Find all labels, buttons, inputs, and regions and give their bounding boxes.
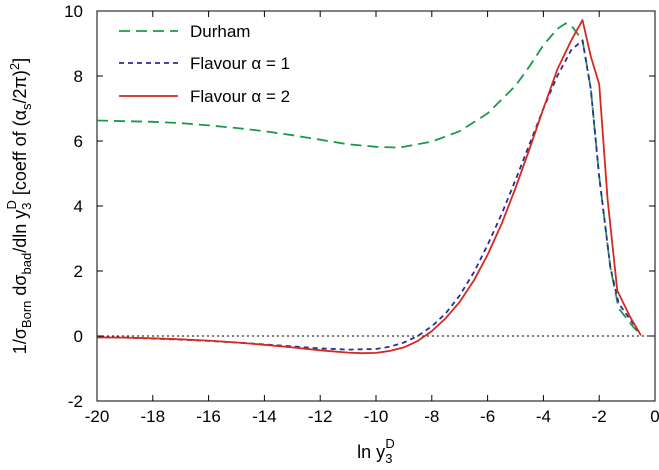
x-tick-label: -2	[592, 407, 607, 426]
y-tick-label: -2	[68, 392, 83, 411]
series-line-flavour-alpha-1	[96, 39, 642, 351]
y-axis-label: 1/σBorn dσbad/dln y3D [coeff of (αs/2π)2…	[4, 58, 34, 354]
series-layer	[96, 19, 642, 355]
x-tick-label: -12	[308, 407, 333, 426]
x-tick-label: 0	[650, 407, 659, 426]
legend-label-flavour-alpha-2: Flavour α = 2	[190, 87, 290, 106]
series-line-flavour-alpha-2	[96, 19, 642, 355]
x-tick-label: -4	[536, 407, 551, 426]
legend-label-flavour-alpha-1: Flavour α = 1	[190, 54, 290, 73]
x-axis-label: ln y3D	[357, 436, 395, 466]
y-tick-label: 0	[74, 327, 83, 346]
x-tick-label: -10	[364, 407, 389, 426]
x-tick-label: -18	[141, 407, 166, 426]
y-tick-label: 10	[64, 2, 83, 21]
x-tick-label: -8	[424, 407, 439, 426]
x-tick-label: -14	[252, 407, 277, 426]
svg-text:1/σBorn dσbad/dln y3D [coeff: 1/σBorn dσbad/dln y3D [coeff of (αs/2π)2…	[4, 58, 34, 354]
legend: Durham Flavour α = 1 Flavour α = 2	[119, 22, 290, 106]
x-tick-label: -6	[480, 407, 495, 426]
series-line-durham	[96, 22, 642, 336]
plot-frame	[96, 10, 656, 402]
y-tick-label: 6	[74, 132, 83, 151]
y-tick-label: 8	[74, 67, 83, 86]
x-tick-label: -20	[85, 407, 110, 426]
legend-label-durham: Durham	[190, 22, 250, 41]
y-tick-label: 4	[74, 197, 83, 216]
x-tick-label: -16	[196, 407, 221, 426]
y-tick-label: 2	[74, 262, 83, 281]
